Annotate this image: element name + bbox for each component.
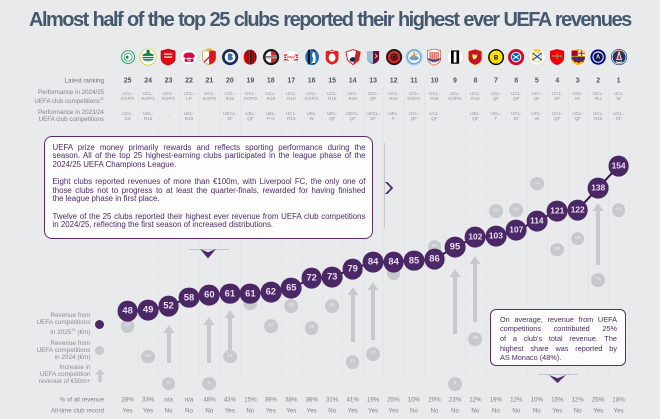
svg-text:PSV: PSV bbox=[287, 55, 295, 59]
svg-text:B: B bbox=[494, 55, 499, 61]
svg-text:RB: RB bbox=[187, 58, 191, 62]
